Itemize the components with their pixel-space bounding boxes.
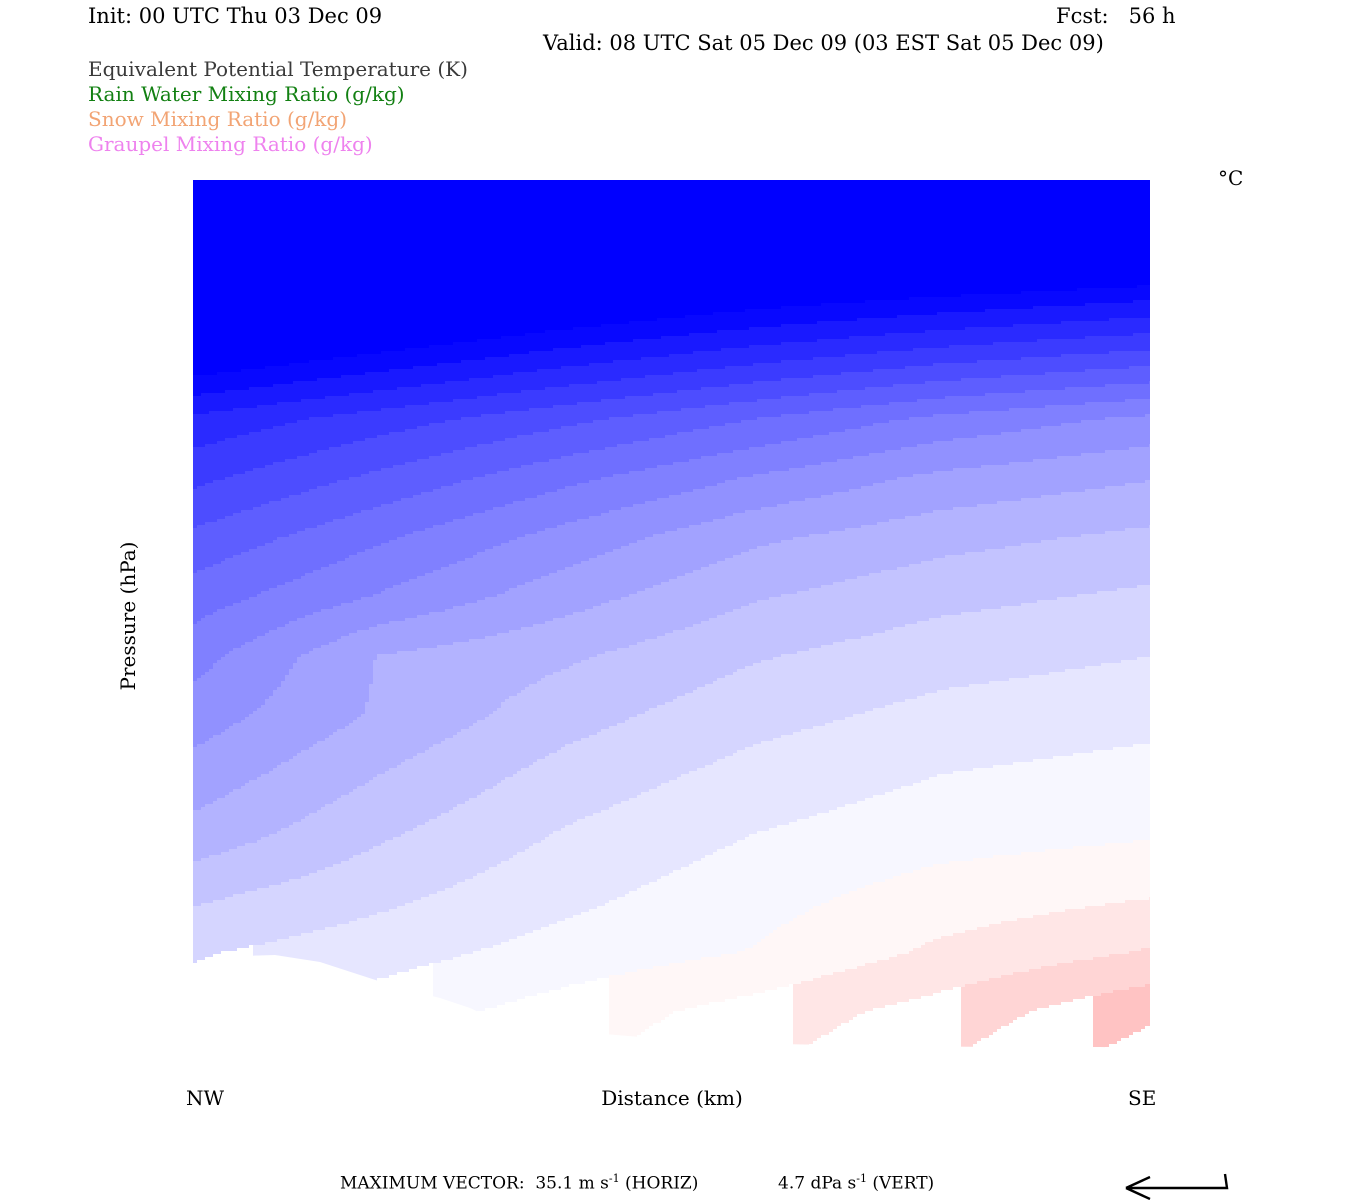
max-vector-reference-arrow: [1125, 1173, 1229, 1200]
valid-time-label: Valid: 08 UTC Sat 05 Dec 09 (03 EST Sat …: [543, 31, 1104, 55]
legend-theta-e: Equivalent Potential Temperature (K): [88, 57, 468, 81]
init-time-label: Init: 00 UTC Thu 03 Dec 09: [88, 4, 383, 28]
max-vector-vert-value: 4.7 dPa s: [778, 1173, 857, 1194]
legend-snow: Snow Mixing Ratio (g/kg): [88, 107, 348, 131]
max-vector-horiz-value: 35.1 m s: [535, 1173, 609, 1194]
legend-rain-water: Rain Water Mixing Ratio (g/kg): [88, 82, 405, 106]
legend-graupel: Graupel Mixing Ratio (g/kg): [88, 132, 373, 156]
forecast-hour-label: Fcst: 56 h: [1056, 4, 1176, 28]
horiz-suffix: (HORIZ): [619, 1173, 699, 1194]
vert-suffix: (VERT): [866, 1173, 935, 1194]
max-vector-horiz-text: MAXIMUM VECTOR: 35.1 m s-1 (HORIZ): [340, 1172, 698, 1194]
temperature-fill: [193, 180, 1150, 1053]
terrain-profile: [193, 955, 1150, 1055]
horiz-exponent: -1: [608, 1172, 620, 1185]
max-vector-vert-text: 4.7 dPa s-1 (VERT): [778, 1172, 934, 1194]
max-vector-label: MAXIMUM VECTOR:: [340, 1173, 536, 1194]
x-axis-title: Distance (km): [601, 1086, 743, 1110]
x-axis-right-corner-label: SE: [1128, 1086, 1157, 1110]
colorbar-unit-label: °C: [1218, 166, 1244, 190]
x-axis-left-corner-label: NW: [186, 1086, 225, 1110]
vert-exponent: -1: [856, 1172, 867, 1185]
